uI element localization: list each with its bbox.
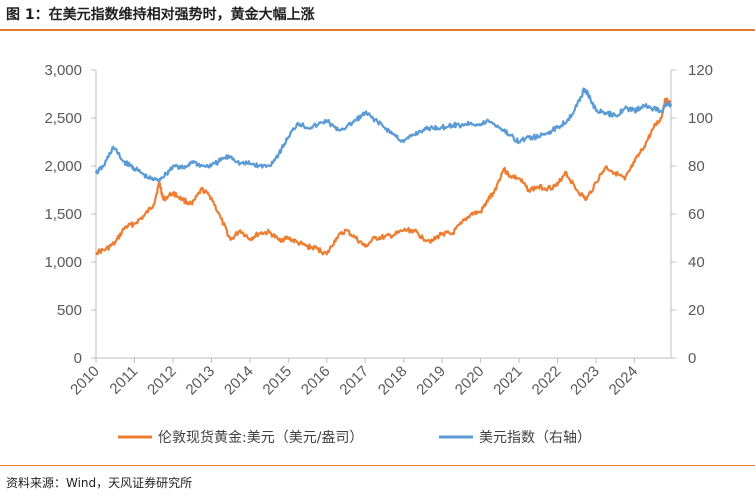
right-tick-label: 0 — [688, 350, 696, 367]
x-tick-label: 2010 — [67, 363, 103, 399]
chart-area: 0 500 1,000 1,500 2,000 2,500 3,000 0 20 40 60 80 10… — [44, 62, 713, 446]
left-tick-label: 2,500 — [44, 110, 82, 127]
left-tick-label: 1,500 — [44, 206, 82, 223]
legend: 伦敦现货黄金:美元（美元/盎司） 美元指数（右轴） — [118, 429, 591, 446]
right-tick-label: 60 — [688, 206, 705, 223]
source-note: 资料来源：Wind，天风证券研究所 — [6, 476, 193, 490]
dollar-index-line — [94, 87, 673, 183]
x-tick-label: 2022 — [529, 363, 565, 399]
x-tick-label: 2023 — [567, 363, 603, 399]
left-tick-label: 3,000 — [44, 62, 82, 79]
right-tick-label: 80 — [688, 158, 705, 175]
legend-gold-label: 伦敦现货黄金:美元（美元/盎司） — [158, 429, 363, 446]
axes: 0 500 1,000 1,500 2,000 2,500 3,000 0 20 40 60 80 10… — [44, 62, 713, 398]
x-tick-label: 2021 — [490, 363, 526, 399]
gold-price-line — [95, 97, 672, 256]
x-tick-label: 2019 — [413, 363, 449, 399]
series-lines — [94, 87, 673, 256]
right-tick-label: 40 — [688, 254, 705, 271]
left-tick-label: 1,000 — [44, 254, 82, 271]
legend-dollar-label: 美元指数（右轴） — [479, 430, 591, 446]
right-tick-label: 120 — [688, 62, 713, 79]
x-tick-label: 2011 — [106, 363, 141, 398]
left-tick-label: 2,000 — [44, 158, 82, 175]
x-tick-label: 2018 — [375, 363, 411, 399]
x-tick-label: 2024 — [606, 363, 642, 399]
x-tick-label: 2012 — [144, 363, 180, 399]
left-tick-label: 0 — [74, 350, 82, 367]
x-tick-label: 2020 — [452, 363, 488, 399]
figure-title: 图 1：在美元指数维持相对强势时，黄金大幅上涨 — [6, 7, 315, 23]
x-tick-label: 2017 — [336, 363, 372, 399]
x-tick-label: 2016 — [298, 363, 334, 399]
right-tick-label: 20 — [688, 302, 705, 319]
x-tick-label: 2013 — [183, 363, 219, 399]
x-tick-label: 2014 — [221, 363, 257, 399]
left-tick-label: 500 — [57, 302, 82, 319]
source-divider — [0, 465, 755, 466]
title-divider — [0, 29, 755, 31]
right-tick-label: 100 — [688, 110, 713, 127]
x-tick-label: 2015 — [260, 363, 296, 399]
